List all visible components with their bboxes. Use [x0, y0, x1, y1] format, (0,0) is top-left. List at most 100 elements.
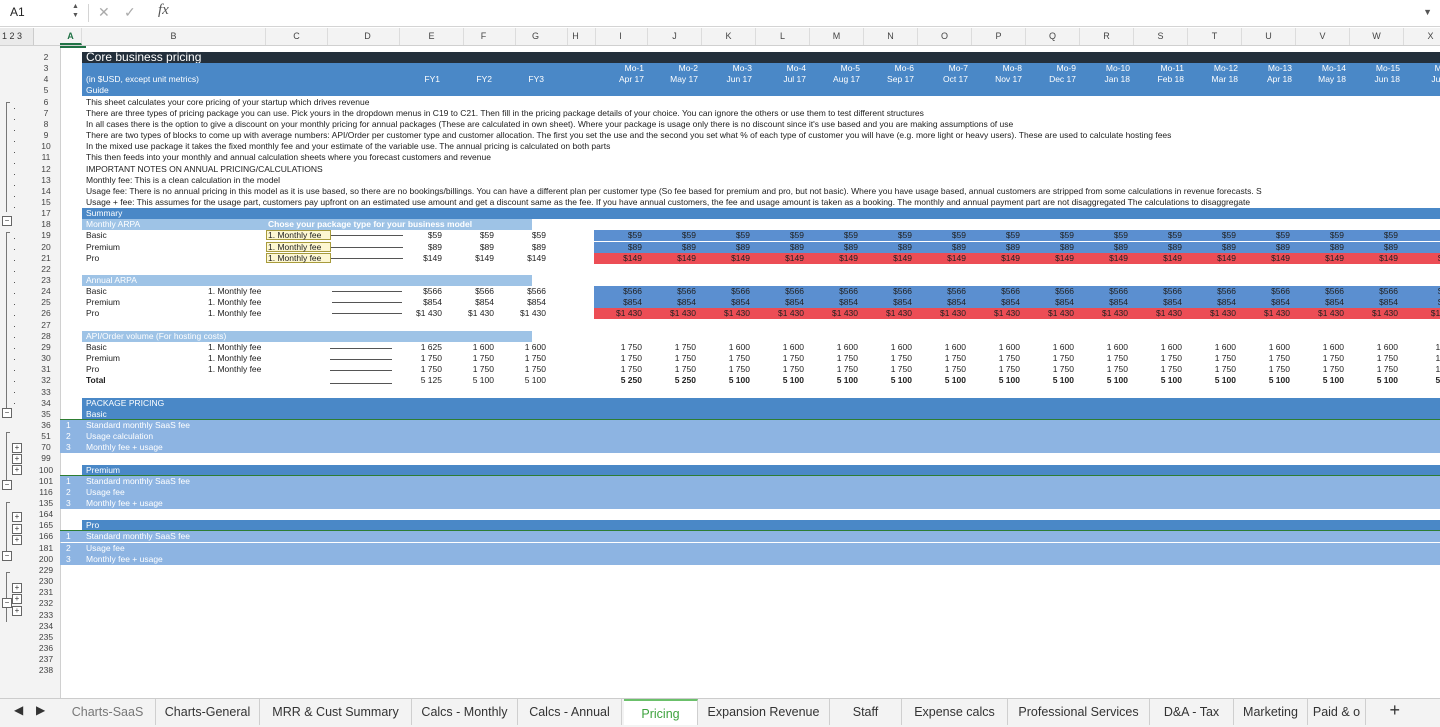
month-value[interactable]: 1 750	[620, 342, 642, 352]
month-value[interactable]: $149	[785, 253, 804, 263]
month-value[interactable]: 1 600	[1106, 342, 1128, 352]
month-value[interactable]: $59	[1059, 230, 1074, 240]
row-header-20[interactable]: 20	[41, 242, 51, 252]
month-value[interactable]: $854	[1217, 297, 1236, 307]
month-value[interactable]: $89	[951, 242, 966, 252]
fy-value[interactable]: 5 125	[420, 375, 442, 385]
month-value[interactable]: $1 430	[778, 308, 804, 318]
month-value[interactable]: 1 750	[1214, 364, 1236, 374]
month-value[interactable]: $59	[1329, 230, 1344, 240]
month-value[interactable]: 5 100	[1160, 375, 1182, 385]
row-header-181[interactable]: 181	[38, 543, 54, 553]
month-value[interactable]: 1 750	[944, 353, 966, 363]
month-value[interactable]: $854	[1163, 297, 1182, 307]
row-header-15[interactable]: 15	[41, 197, 51, 207]
month-value[interactable]: $8	[1404, 242, 1440, 253]
month-value[interactable]: $1 430	[1318, 308, 1344, 318]
month-value[interactable]: 1 750	[998, 364, 1020, 374]
row-header-35[interactable]: 35	[41, 409, 51, 419]
month-value[interactable]: 1 750	[1052, 353, 1074, 363]
row-header-18[interactable]: 18	[41, 219, 51, 229]
month-value[interactable]: $854	[785, 297, 804, 307]
column-header-q[interactable]: Q	[1026, 28, 1080, 45]
month-value[interactable]: $566	[839, 286, 858, 296]
row-header-34[interactable]: 34	[41, 398, 51, 408]
month-value[interactable]: $89	[1005, 242, 1020, 252]
sheet-tab-pricing[interactable]: Pricing	[624, 699, 698, 725]
column-header-f[interactable]: F	[452, 28, 516, 45]
column-header-k[interactable]: K	[702, 28, 756, 45]
row-header-100[interactable]: 100	[38, 465, 54, 475]
month-value[interactable]: $89	[735, 242, 750, 252]
month-value[interactable]: $566	[785, 286, 804, 296]
month-value[interactable]: 5 100	[1106, 375, 1128, 385]
month-value[interactable]: 1 750	[1052, 364, 1074, 374]
collapsed-group-label[interactable]: Monthly fee + usage	[86, 442, 163, 452]
collapsed-group-label[interactable]: Monthly fee + usage	[86, 554, 163, 564]
month-value[interactable]: 5 100	[836, 375, 858, 385]
month-value[interactable]: $854	[677, 297, 696, 307]
month-value[interactable]: 5 100	[1376, 375, 1398, 385]
next-sheet-icon[interactable]: ▶	[36, 703, 46, 717]
month-value[interactable]: $149	[1379, 253, 1398, 263]
package-type-dropdown[interactable]: 1. Monthly fee	[266, 230, 331, 240]
month-value[interactable]: $854	[839, 297, 858, 307]
month-value[interactable]: 1 750	[1106, 353, 1128, 363]
month-value[interactable]: 5 100	[782, 375, 804, 385]
fy-value[interactable]: 1 750	[472, 364, 494, 374]
fy-value[interactable]: $59	[427, 230, 442, 240]
month-value[interactable]: $149	[1055, 253, 1074, 263]
column-header-p[interactable]: P	[972, 28, 1026, 45]
month-value[interactable]: $149	[1001, 253, 1020, 263]
month-value[interactable]: $89	[1329, 242, 1344, 252]
collapse-icon[interactable]: −	[2, 216, 12, 226]
month-value[interactable]: $89	[1167, 242, 1182, 252]
collapsed-group-label[interactable]: Standard monthly SaaS fee	[86, 476, 190, 486]
fy-value[interactable]: 5 100	[472, 375, 494, 385]
month-value[interactable]: $89	[1113, 242, 1128, 252]
expand-formula-icon[interactable]: ▼	[1423, 7, 1432, 17]
month-value[interactable]: 1 600	[998, 342, 1020, 352]
fy-value[interactable]: $59	[531, 230, 546, 240]
row-header-29[interactable]: 29	[41, 342, 51, 352]
row-header-30[interactable]: 30	[41, 353, 51, 363]
fy-value[interactable]: $566	[527, 286, 546, 296]
month-value[interactable]: $149	[731, 253, 750, 263]
month-value[interactable]: $89	[681, 242, 696, 252]
fy-value[interactable]: $89	[427, 242, 442, 252]
row-header-19[interactable]: 19	[41, 230, 51, 240]
fy-value[interactable]: 1 750	[420, 364, 442, 374]
row-header-135[interactable]: 135	[38, 498, 54, 508]
fy-value[interactable]: $149	[475, 253, 494, 263]
month-value[interactable]: 1 750	[620, 353, 642, 363]
month-value[interactable]: $1 430	[670, 308, 696, 318]
row-header-70[interactable]: 70	[41, 442, 51, 452]
sheet-tab-d-a-tax[interactable]: D&A - Tax	[1150, 699, 1234, 725]
row-header-230[interactable]: 230	[38, 576, 54, 586]
month-value[interactable]: 1 750	[998, 353, 1020, 363]
column-header-b[interactable]: B	[82, 28, 266, 45]
row-header-5[interactable]: 5	[43, 85, 49, 95]
month-value[interactable]: 1 600	[1322, 342, 1344, 352]
row-header-238[interactable]: 238	[38, 665, 54, 675]
column-header-w[interactable]: W	[1350, 28, 1404, 45]
month-value[interactable]: 1 600	[836, 342, 858, 352]
column-header-o[interactable]: O	[918, 28, 972, 45]
month-value[interactable]: 1 750	[782, 364, 804, 374]
column-header-a[interactable]: A	[60, 28, 82, 45]
month-value[interactable]: $1 430	[724, 308, 750, 318]
month-value[interactable]: $566	[1109, 286, 1128, 296]
row-header-33[interactable]: 33	[41, 387, 51, 397]
month-value[interactable]: 1 750	[1322, 353, 1344, 363]
month-value[interactable]: $89	[1275, 242, 1290, 252]
month-value[interactable]: 1 750	[728, 364, 750, 374]
fy-value[interactable]: $566	[475, 286, 494, 296]
add-sheet-icon[interactable]: +	[1389, 700, 1400, 720]
row-header-2[interactable]: 2	[43, 52, 49, 62]
expand-icon[interactable]: +	[12, 583, 22, 593]
function-icon[interactable]: fx	[158, 2, 169, 18]
row-header-28[interactable]: 28	[41, 331, 51, 341]
month-value[interactable]: $89	[897, 242, 912, 252]
month-value[interactable]: 1 600	[1268, 342, 1290, 352]
collapse-icon[interactable]: −	[2, 480, 12, 490]
